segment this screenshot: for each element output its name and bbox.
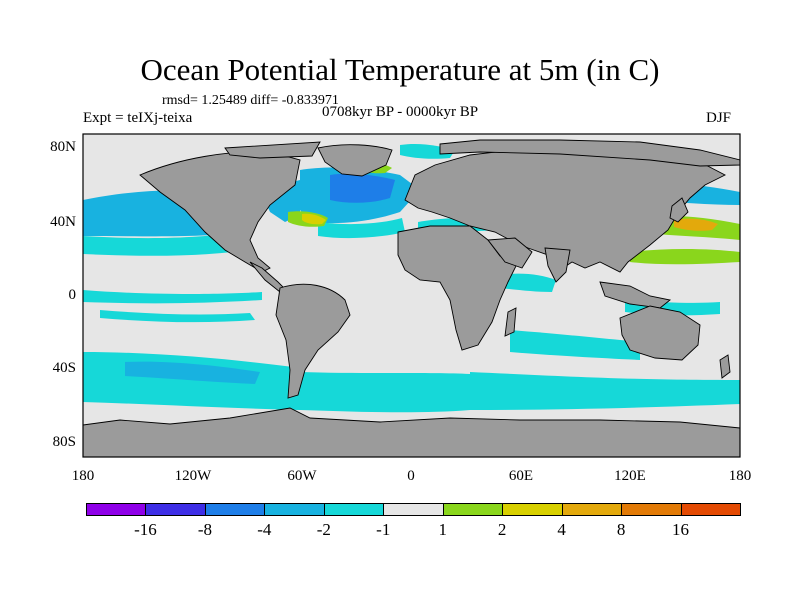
x-axis-tick-label: 180 (728, 468, 752, 484)
land-region (439, 139, 740, 167)
chart-title: Ocean Potential Temperature at 5m (in C) (140, 52, 660, 87)
colorbar-swatch (86, 503, 147, 516)
period-label: 0708kyr BP - 0000kyr BP (322, 104, 479, 120)
colorbar-label: -1 (376, 520, 391, 539)
cooling-region (318, 218, 405, 239)
colorbar-label: -2 (316, 520, 331, 539)
cooling-region (100, 310, 255, 323)
colorbar-swatch (680, 503, 741, 516)
cooling-region (83, 290, 262, 304)
x-axis-tick-label: 0 (407, 468, 415, 484)
colorbar-swatch (204, 503, 266, 516)
x-axis-tick-label: 60W (287, 468, 317, 484)
warming-region (674, 218, 718, 231)
y-axis-tick-label: 40N (50, 214, 76, 230)
y-axis-tick-label: 80S (52, 434, 76, 450)
experiment-label: Expt = teIXj-teixa (83, 110, 193, 126)
land-masses (83, 139, 740, 457)
cooling-region (83, 232, 250, 256)
colorbar-label: -4 (257, 520, 272, 539)
colorbar-label: 2 (497, 520, 507, 539)
land-region (619, 305, 701, 361)
x-axis-tick-label: 120W (174, 468, 212, 484)
land-region (487, 237, 533, 269)
cooling-region (300, 372, 470, 413)
land-region (83, 407, 740, 457)
cooling-region (125, 361, 260, 384)
colorbar-label: 4 (557, 520, 566, 539)
colorbar-label: -8 (197, 520, 212, 539)
cooling-region (95, 216, 205, 232)
x-axis-tick-label: 120E (614, 468, 646, 484)
y-axis-tick-label: 80N (50, 139, 76, 155)
y-axis-tick-label: 0 (68, 287, 77, 303)
cooling-region (470, 372, 740, 410)
x-axis-tick-label: 60E (508, 468, 534, 484)
cooling-region (510, 330, 640, 360)
x-axis-tick-label: 180 (71, 468, 95, 484)
colorbar-swatch (502, 503, 563, 516)
colorbar-swatch (442, 503, 504, 516)
cooling-region (500, 273, 556, 292)
warming-region (302, 213, 326, 225)
land-region (317, 144, 393, 177)
colorbar-swatch (561, 503, 623, 516)
cooling-region (330, 173, 395, 203)
land-region (504, 307, 517, 337)
colorbar-swatch (264, 503, 325, 516)
colorbar-swatch (323, 503, 385, 516)
land-region (224, 141, 321, 159)
season-label: DJF (706, 110, 732, 126)
colorbar-label: 16 (672, 520, 690, 539)
land-region (275, 283, 351, 399)
colorbar-label: 8 (616, 520, 626, 539)
y-axis-tick-label: 40S (52, 360, 76, 376)
colorbar-swatch (145, 503, 206, 516)
colorbar-label: -16 (134, 520, 157, 539)
colorbar-swatch (383, 503, 444, 516)
land-region (599, 281, 672, 309)
warming-region (630, 249, 740, 265)
colorbar-swatch (621, 503, 682, 516)
land-region (719, 354, 731, 379)
stats-text: rmsd= 1.25489 diff= -0.833971 (162, 93, 339, 108)
map-frame (82, 133, 741, 458)
land-region (397, 225, 519, 351)
land-region (544, 247, 571, 283)
land-region (669, 197, 689, 223)
colorbar-label: 1 (438, 520, 447, 539)
